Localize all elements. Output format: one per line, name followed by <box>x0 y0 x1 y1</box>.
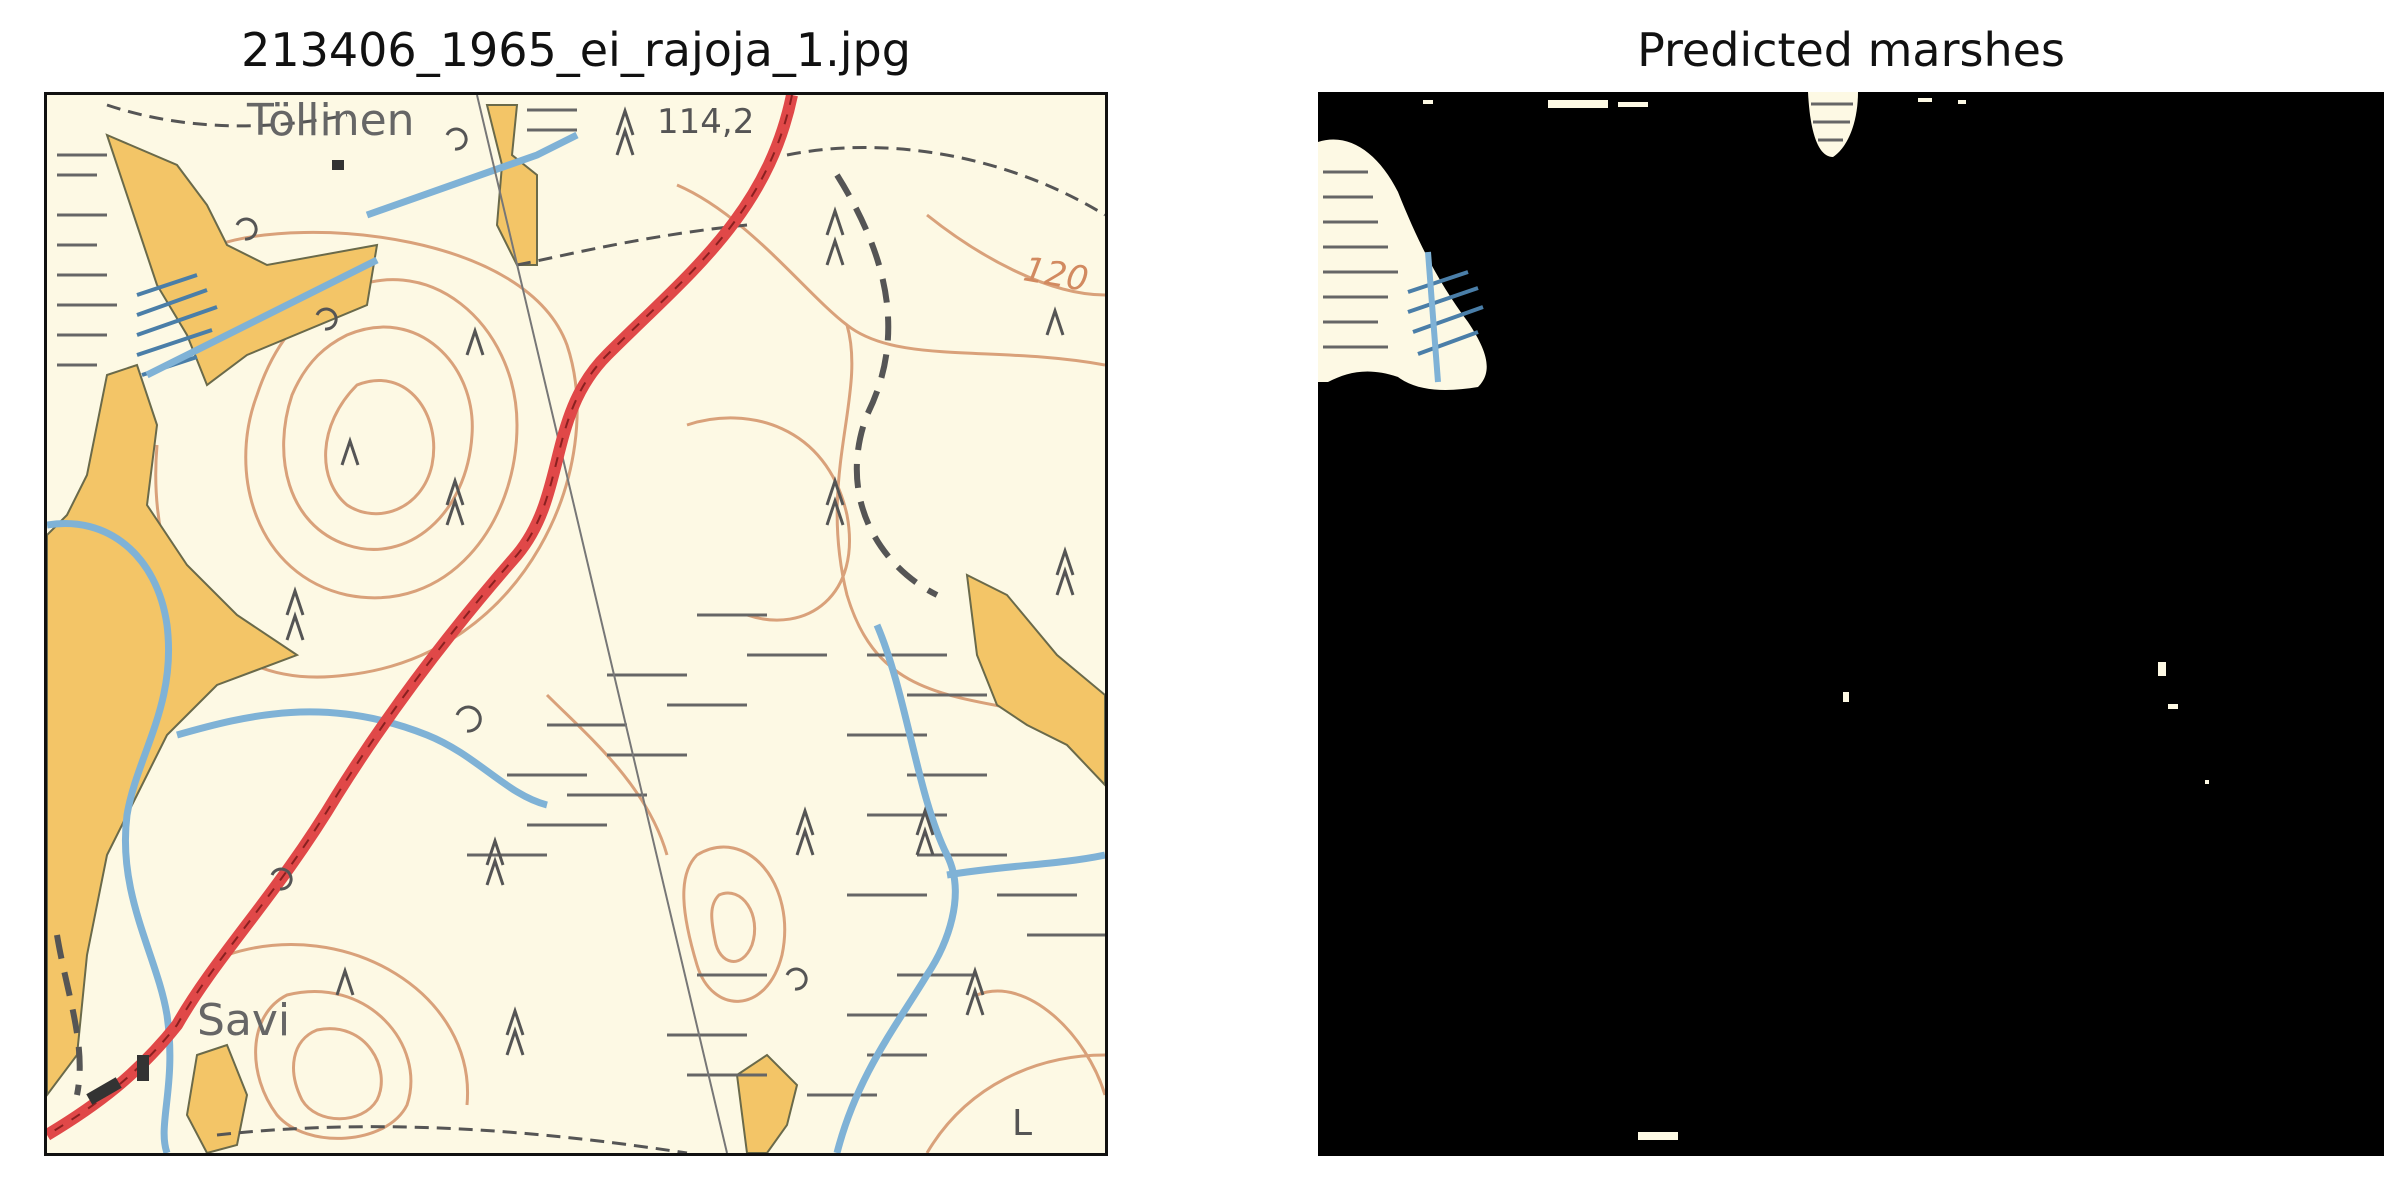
power-line <box>476 95 728 1153</box>
mask-canvas <box>1318 92 2384 1156</box>
corner-letter-label: L <box>1012 1103 1032 1144</box>
place-label-tollinen: Töllinen <box>246 95 415 146</box>
topographic-map-image: Töllinen 114,2 120 Savi L <box>44 92 1108 1156</box>
streams <box>47 131 1105 1153</box>
map-panel-title: 213406_1965_ei_rajoja_1.jpg <box>241 23 911 77</box>
main-road-centerline <box>47 95 793 1136</box>
predicted-speckles <box>1423 98 2209 1140</box>
buildings <box>86 160 344 1105</box>
prediction-panel-title: Predicted marshes <box>1637 23 2065 77</box>
field-areas <box>47 104 1105 1153</box>
paths <box>106 103 1105 1153</box>
clearing-symbols <box>235 127 808 991</box>
predicted-marsh-region-top <box>1808 92 1858 157</box>
contour-lines <box>154 183 1105 1153</box>
forest-symbols <box>285 106 1075 1056</box>
marsh-symbols <box>57 108 1105 1097</box>
predicted-marshes-mask <box>1318 92 2384 1156</box>
predicted-marsh-region-top-left <box>1318 139 1487 390</box>
place-label-savi: Savi <box>197 995 290 1046</box>
trail <box>54 173 939 1096</box>
elevation-label: 114,2 <box>657 102 754 142</box>
map-canvas: Töllinen 114,2 120 Savi L <box>47 95 1105 1153</box>
